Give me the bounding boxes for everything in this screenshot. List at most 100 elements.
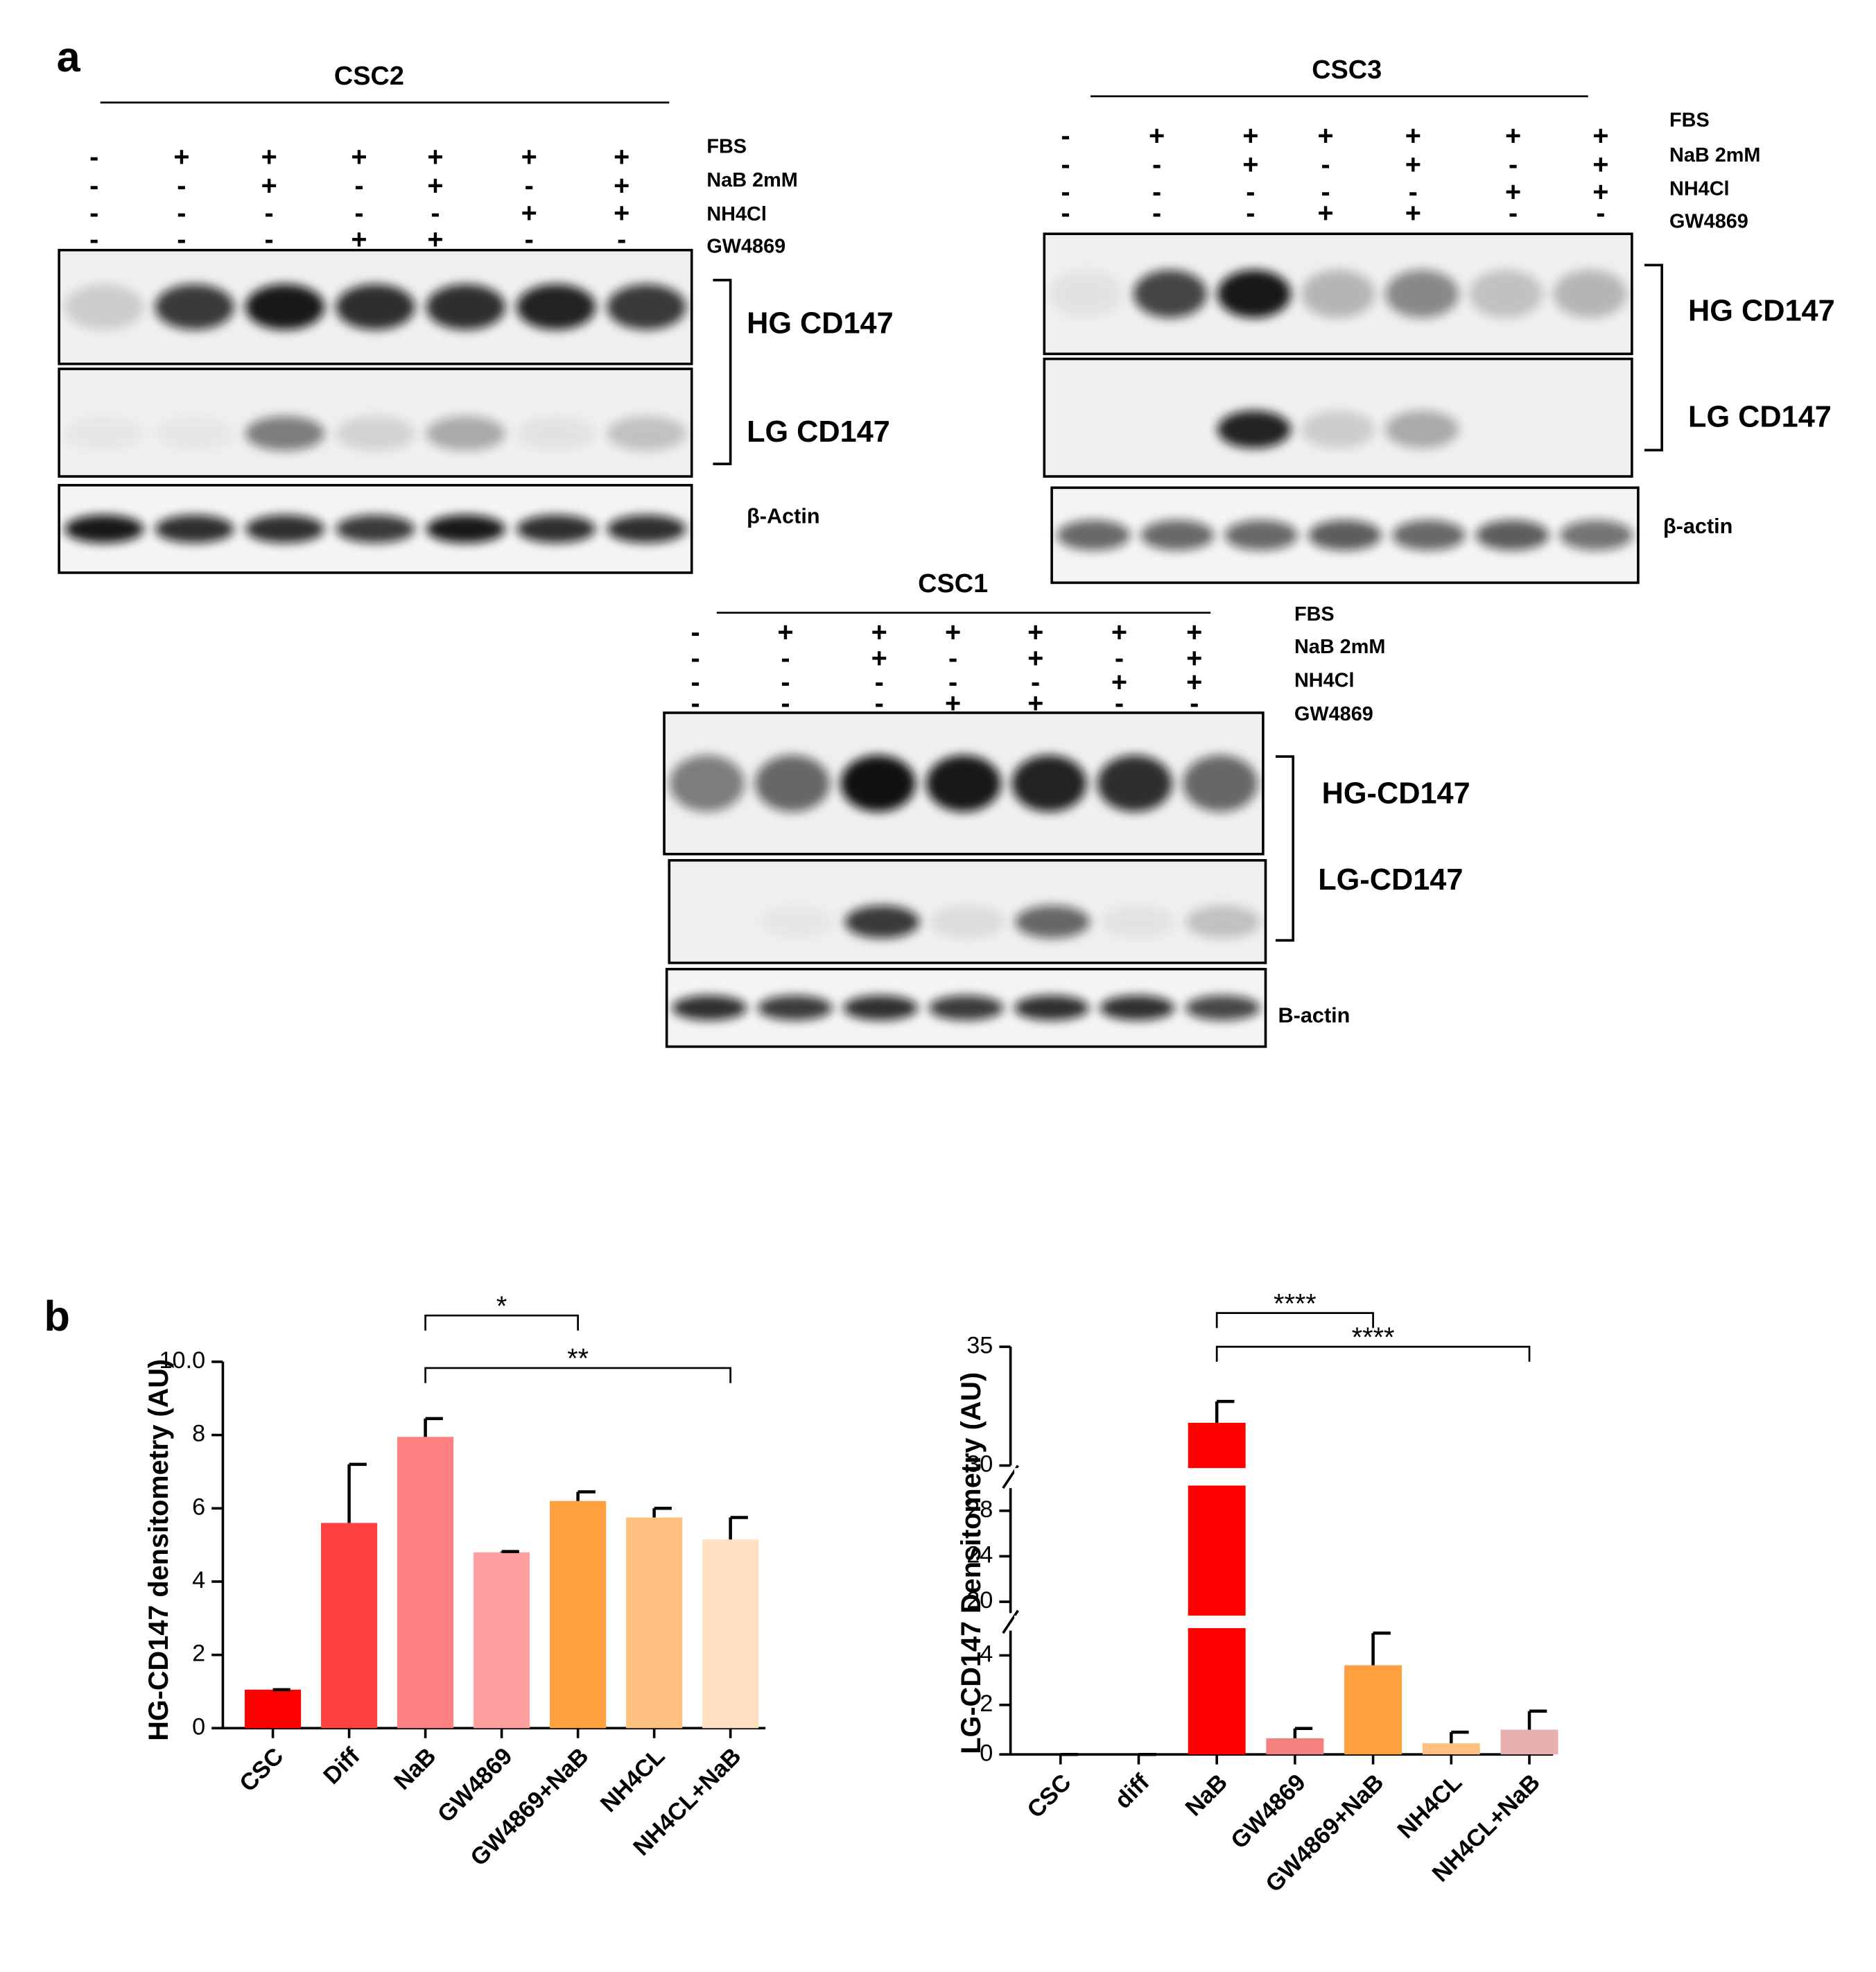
band-label: B-actin <box>1278 1003 1350 1027</box>
x-tick-label: CSC <box>234 1743 288 1797</box>
blot-band <box>669 755 745 812</box>
blot-band <box>426 416 505 451</box>
band-bracket <box>713 279 732 465</box>
blot-band <box>155 284 234 330</box>
blot-band <box>1185 905 1260 939</box>
treatment-sign: + <box>1405 149 1421 180</box>
bar <box>1344 1665 1402 1755</box>
blot-band <box>1385 270 1459 318</box>
treatment-sign: - <box>875 667 884 698</box>
break-gap <box>1014 1468 1557 1486</box>
treatment-sign: - <box>177 171 186 201</box>
blot-band <box>516 284 596 330</box>
treatment-sign: + <box>427 225 443 255</box>
treatment-sign: - <box>691 643 700 674</box>
blot-band <box>336 416 415 451</box>
blot-band <box>1301 270 1375 318</box>
treatment-sign: - <box>1321 177 1330 207</box>
blot-band <box>607 514 686 544</box>
error-bar <box>652 1507 672 1518</box>
blot-band <box>1224 519 1299 551</box>
treatment-sign: + <box>521 142 537 173</box>
treatment-sign: + <box>945 617 961 648</box>
treatment-sign: + <box>1149 121 1165 151</box>
treatment-label: NaB 2mM <box>706 169 797 191</box>
treatment-sign: - <box>525 225 534 255</box>
treatment-sign: - <box>1246 198 1255 229</box>
y-tick-label: 35 <box>966 1332 993 1358</box>
treatment-sign: + <box>1505 177 1521 207</box>
x-tick-label: NH4CL <box>1393 1769 1468 1844</box>
treatment-sign: - <box>691 667 700 698</box>
treatment-sign: + <box>1317 121 1333 151</box>
blot-band <box>1011 755 1087 812</box>
treatment-sign: + <box>351 142 367 173</box>
blot-band <box>1391 519 1466 551</box>
treatment-sign: + <box>1592 177 1608 207</box>
blot-title: CSC2 <box>334 62 404 91</box>
blot-band <box>1183 755 1258 812</box>
treatment-sign: - <box>617 225 626 255</box>
treatment-sign: - <box>1409 177 1418 207</box>
treatment-sign: + <box>1405 121 1421 151</box>
blot-band <box>1140 519 1215 551</box>
treatment-label: FBS <box>706 135 747 157</box>
treatment-sign: - <box>1509 198 1518 229</box>
y-axis-title: LG-CD147 Densitometry (AU) <box>956 1372 987 1754</box>
blot-band <box>64 284 144 330</box>
treatment-sign: - <box>89 198 98 229</box>
treatment-sign: - <box>89 225 98 255</box>
treatment-sign: + <box>1592 149 1608 180</box>
blot-band <box>336 284 415 330</box>
y-tick-label: 6 <box>192 1494 205 1520</box>
blot-band <box>1185 995 1260 1021</box>
error-bar <box>1215 1399 1235 1423</box>
treatment-sign: - <box>875 689 884 719</box>
blot-band <box>155 416 234 451</box>
blot-band <box>1014 995 1089 1021</box>
blot-band <box>926 755 1001 812</box>
treatment-sign: - <box>1115 643 1124 674</box>
error-bar <box>729 1516 748 1540</box>
treatment-sign: + <box>871 643 887 674</box>
blot-band <box>1308 519 1382 551</box>
x-tick-label: NaB <box>389 1743 441 1795</box>
treatment-label: GW4869 <box>706 236 785 258</box>
treatment-sign: + <box>427 142 443 173</box>
x-tick-label: NH4CL <box>596 1743 670 1818</box>
band-bracket <box>1644 263 1663 452</box>
treatment-sign: - <box>1321 149 1330 180</box>
treatment-sign: + <box>173 142 189 173</box>
treatment-sign: - <box>781 643 790 674</box>
x-tick-label: Diff <box>318 1742 365 1790</box>
band-label: LG CD147 <box>747 415 890 449</box>
blot-band <box>840 755 916 812</box>
blot-band <box>64 416 144 451</box>
y-tick-label: 8 <box>192 1421 205 1447</box>
treatment-sign: + <box>614 142 629 173</box>
treatment-sign: - <box>1061 198 1070 229</box>
band-label: β-Actin <box>747 505 820 528</box>
significance-label: ** <box>567 1344 589 1374</box>
treatment-label: GW4869 <box>1294 703 1373 725</box>
y-tick-label: 24 <box>966 1541 993 1568</box>
treatment-sign: - <box>89 171 98 201</box>
treatment-sign: - <box>948 643 957 674</box>
blot-band <box>155 514 234 544</box>
significance-label: **** <box>1352 1322 1395 1353</box>
x-tick-label: diff <box>1110 1769 1155 1814</box>
treatment-label: NaB 2mM <box>1294 636 1385 658</box>
treatment-sign: - <box>1152 149 1161 180</box>
treatment-sign: - <box>691 617 700 648</box>
blot-band <box>516 416 596 451</box>
band-label: LG-CD147 <box>1318 863 1463 897</box>
band-bracket <box>1275 755 1294 942</box>
y-tick-label: 4 <box>980 1641 993 1667</box>
bar <box>1422 1743 1480 1755</box>
y-tick-label: 2 <box>192 1641 205 1667</box>
significance-label: **** <box>1274 1288 1317 1319</box>
treatment-label: FBS <box>1294 603 1335 625</box>
bar <box>474 1552 530 1729</box>
